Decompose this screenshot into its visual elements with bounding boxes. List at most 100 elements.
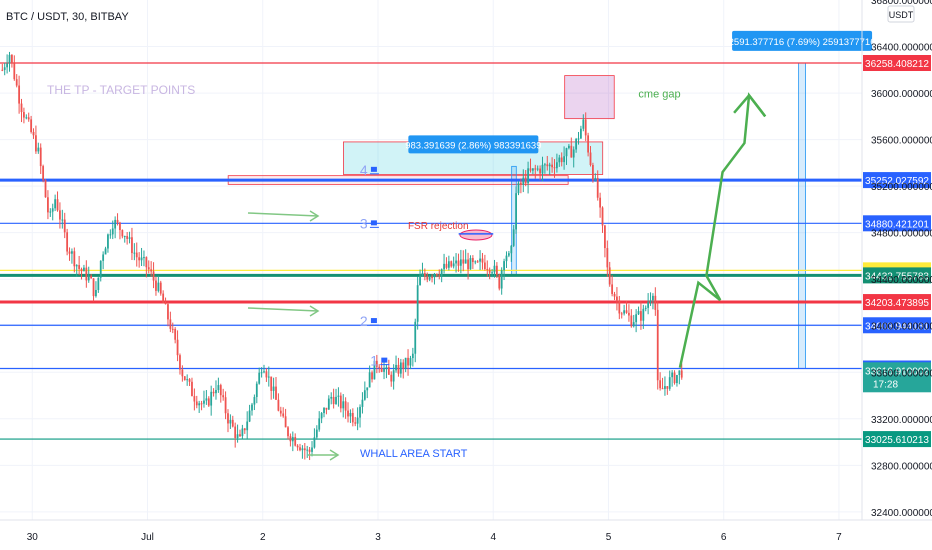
whale-area-label: WHALL AREA START	[360, 448, 468, 460]
candle-body	[13, 62, 16, 80]
candle-body	[313, 437, 316, 448]
candle-body	[640, 311, 642, 321]
projection-arrowhead	[733, 93, 767, 118]
candle-body	[325, 407, 328, 410]
candle-body	[659, 380, 662, 389]
candle-body	[366, 387, 369, 391]
candle-body	[462, 259, 465, 264]
candle-body	[342, 401, 345, 409]
candle-body	[44, 179, 47, 198]
candle-body	[580, 128, 582, 139]
y-tick-label: 33600.000000	[871, 368, 932, 379]
candle-body	[140, 257, 143, 261]
candle-body	[423, 273, 426, 277]
candle-body	[248, 410, 251, 422]
grid	[0, 0, 862, 520]
candle-body	[594, 177, 597, 180]
candle-body	[628, 312, 630, 316]
candle-body	[647, 302, 650, 308]
measure-big-label: 2591.377716 (7.69%) 2591377716	[729, 37, 876, 48]
candle-body	[193, 396, 196, 402]
candle-body	[83, 267, 85, 272]
x-tick-label: 5	[606, 532, 612, 543]
candle-body	[150, 269, 153, 272]
candle-body	[337, 395, 340, 397]
candle-body	[500, 270, 503, 289]
candle-body	[109, 234, 112, 236]
candle-body	[409, 358, 412, 366]
axes: 36800.000000 36400.000000 36000.000000 3560…	[27, 0, 932, 543]
candle-body	[155, 280, 157, 291]
fsr-rejection-label: FSR rejection	[408, 221, 469, 232]
candle-body	[539, 168, 541, 174]
countdown-label: 17:28	[873, 379, 898, 390]
candle-body	[11, 54, 13, 63]
candle-body	[111, 228, 114, 235]
candle-body	[61, 219, 64, 221]
candle-body	[152, 271, 155, 281]
candle-body	[195, 401, 198, 406]
candle-body	[306, 449, 309, 451]
candle-body	[498, 274, 501, 289]
candle-body	[253, 397, 256, 405]
x-tick-label: 3	[375, 532, 381, 543]
tp-label-3: 3	[360, 215, 368, 231]
candle-body	[330, 396, 333, 399]
candle-body	[294, 437, 297, 446]
candle-body	[217, 385, 220, 391]
y-tick-label: 36000.000000	[871, 89, 932, 100]
candle-body	[438, 275, 441, 277]
candle-body	[147, 267, 150, 270]
candle-body	[104, 248, 107, 255]
candle-body	[107, 234, 109, 249]
candle-body	[296, 445, 299, 448]
candle-body	[488, 269, 491, 273]
candle-body	[39, 147, 42, 167]
candle-body	[407, 357, 409, 366]
candle-body	[323, 407, 325, 414]
green-arrow-2	[247, 307, 319, 312]
candle-body	[390, 374, 393, 382]
candle-body	[383, 368, 385, 372]
candle-body	[387, 367, 390, 375]
candle-body	[563, 156, 566, 163]
horizontal-levels[interactable]: 36258.40821235252.02759234880.4212013447…	[0, 55, 931, 448]
candle-body	[447, 261, 450, 268]
svg-text:USDT[interactable]: USDT	[889, 10, 914, 20]
candle-body	[399, 362, 402, 374]
candle-body	[174, 328, 177, 340]
candle-body	[56, 199, 59, 211]
candle-body	[616, 296, 618, 301]
candle-body	[255, 383, 258, 398]
candle-body	[630, 315, 633, 327]
candle-body	[243, 428, 246, 431]
level-price-tag	[863, 172, 931, 189]
candle-body	[80, 268, 83, 272]
candle-body	[287, 427, 289, 437]
currency-button[interactable]: USDT	[887, 5, 915, 23]
candle-body	[167, 304, 169, 320]
candle-body	[270, 376, 273, 391]
symbol-title[interactable]: BTC / USDT, 30, BITBAY	[6, 11, 129, 23]
candle-body	[251, 404, 253, 411]
candle-body	[524, 177, 527, 184]
candle-body	[637, 311, 640, 315]
candle-body	[596, 177, 599, 198]
candle-body	[371, 372, 373, 380]
candle-body	[613, 293, 616, 297]
candle-body	[618, 300, 621, 314]
candle-body	[474, 261, 477, 263]
candle-body	[592, 164, 594, 180]
level-price-tag	[863, 55, 931, 72]
candle-body	[469, 258, 472, 270]
measure-small-label: 983.391639 (2.86%) 983391639	[405, 140, 541, 151]
candle-body	[164, 302, 167, 305]
candle-body	[428, 277, 431, 280]
candle-body	[42, 166, 45, 180]
candle-body	[179, 355, 181, 370]
candle-body	[375, 360, 378, 367]
candle-body	[491, 272, 493, 274]
candle-body	[652, 295, 654, 301]
candle-body	[344, 401, 347, 411]
